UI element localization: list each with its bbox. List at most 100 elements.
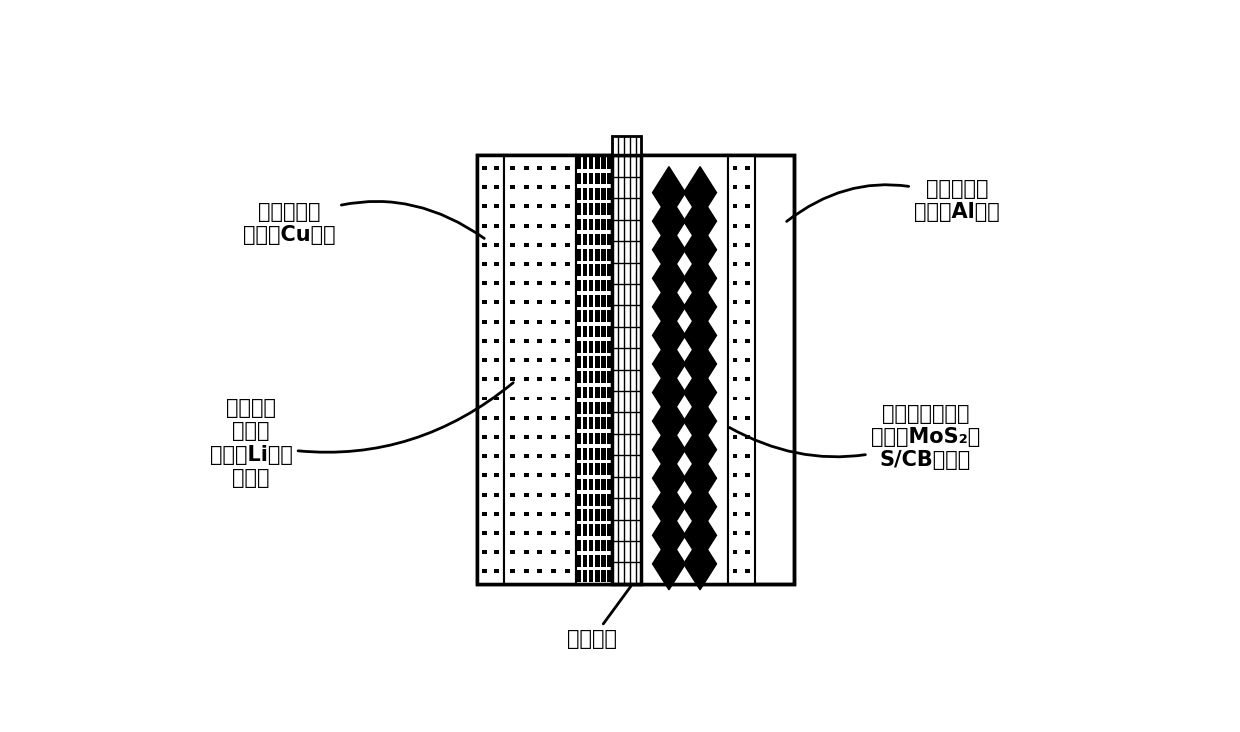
Bar (583, 386, 588, 398)
Bar (583, 264, 588, 276)
Bar (564, 454, 569, 458)
Bar (577, 264, 582, 276)
Bar (577, 203, 582, 214)
Bar (733, 397, 738, 400)
Bar (495, 243, 498, 247)
Bar (551, 569, 556, 573)
Bar (551, 377, 556, 381)
Bar (577, 448, 582, 460)
Bar (510, 320, 515, 324)
Bar (601, 326, 605, 337)
Bar (608, 157, 611, 169)
Bar (595, 295, 599, 307)
Bar (577, 249, 582, 261)
Bar (595, 219, 599, 230)
Bar (510, 416, 515, 419)
Bar (510, 512, 515, 516)
Bar (537, 166, 542, 170)
Bar (601, 509, 605, 520)
Bar (481, 493, 486, 496)
Bar (613, 135, 641, 155)
Bar (537, 320, 542, 324)
Bar (510, 262, 515, 266)
Bar (551, 493, 556, 496)
Bar (510, 300, 515, 305)
Bar (595, 539, 599, 551)
Bar (564, 243, 569, 247)
Polygon shape (652, 481, 686, 533)
Bar (608, 249, 611, 261)
Bar (495, 512, 498, 516)
Bar (551, 300, 556, 305)
Bar (733, 435, 738, 439)
Bar (510, 377, 515, 381)
Bar (523, 339, 528, 343)
Bar (564, 281, 569, 285)
Bar (589, 188, 594, 200)
Bar (589, 249, 594, 261)
Bar (495, 300, 498, 305)
Bar (595, 356, 599, 367)
Bar (601, 295, 605, 307)
Bar (601, 249, 605, 261)
Bar (481, 243, 486, 247)
Polygon shape (683, 253, 717, 305)
Bar (481, 569, 486, 573)
Bar (564, 262, 569, 266)
Bar (477, 155, 503, 584)
Bar (537, 358, 542, 362)
Bar (577, 356, 582, 367)
Bar (595, 448, 599, 460)
Bar (583, 219, 588, 230)
Bar (510, 281, 515, 285)
Bar (564, 416, 569, 419)
Bar (510, 454, 515, 458)
Bar (537, 281, 542, 285)
Bar (608, 219, 611, 230)
Bar (503, 155, 575, 584)
Bar (583, 173, 588, 184)
Polygon shape (652, 395, 686, 447)
Polygon shape (683, 281, 717, 333)
Bar (523, 166, 528, 170)
Bar (510, 531, 515, 535)
Bar (537, 531, 542, 535)
Bar (601, 188, 605, 200)
Bar (551, 223, 556, 228)
Bar (537, 377, 542, 381)
Bar (608, 188, 611, 200)
Bar (577, 433, 582, 444)
Text: 阳极活性
材料层
（例如Li涂层
或箔）: 阳极活性 材料层 （例如Li涂层 或箔） (210, 383, 513, 488)
Bar (613, 155, 641, 584)
Bar (608, 402, 611, 414)
Bar (583, 310, 588, 322)
Polygon shape (652, 509, 686, 561)
Bar (564, 204, 569, 209)
Bar (583, 463, 588, 475)
Bar (601, 448, 605, 460)
Bar (551, 454, 556, 458)
Bar (564, 223, 569, 228)
Bar (577, 494, 582, 506)
Bar (510, 339, 515, 343)
Bar (745, 262, 750, 266)
Bar (745, 339, 750, 343)
Bar (577, 509, 582, 520)
Bar (537, 474, 542, 477)
Bar (583, 402, 588, 414)
Bar (495, 377, 498, 381)
Bar (608, 525, 611, 536)
Bar (510, 397, 515, 400)
Bar (601, 402, 605, 414)
Polygon shape (683, 452, 717, 504)
Bar (495, 416, 498, 419)
Bar (577, 341, 582, 353)
Bar (608, 539, 611, 551)
Bar (551, 262, 556, 266)
Bar (495, 204, 498, 209)
Bar (595, 525, 599, 536)
Bar (481, 339, 486, 343)
Bar (481, 377, 486, 381)
Polygon shape (652, 195, 686, 247)
Bar (481, 262, 486, 266)
